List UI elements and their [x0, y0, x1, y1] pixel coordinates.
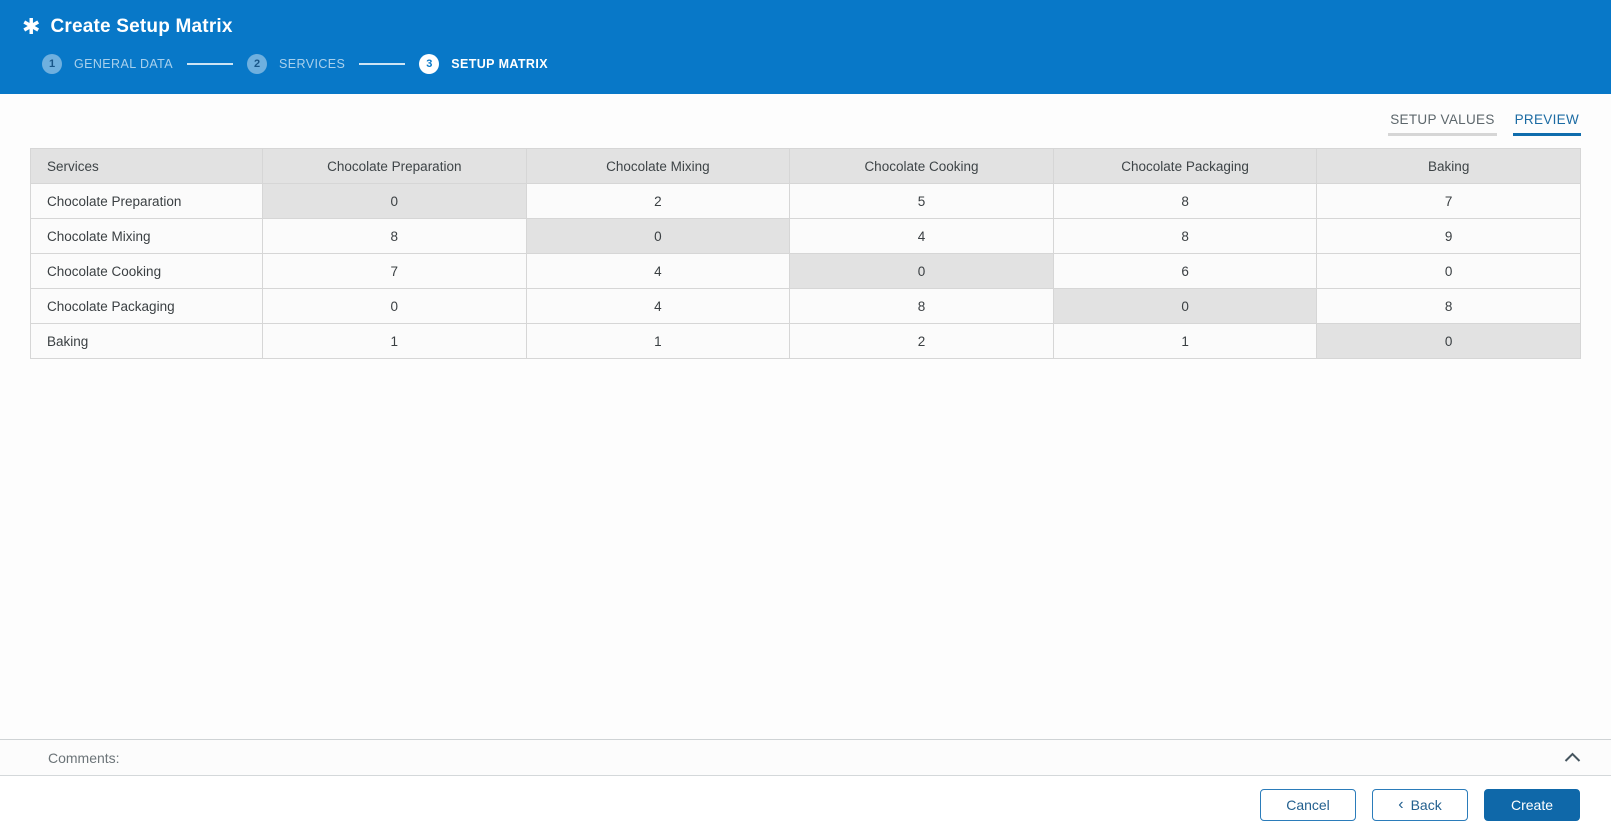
row-label: Chocolate Cooking — [30, 253, 263, 289]
wizard-steps: 1 GENERAL DATA 2 SERVICES 3 SETUP MATRIX — [42, 54, 1589, 74]
column-header: Chocolate Packaging — [1052, 148, 1318, 184]
column-header: Baking — [1316, 148, 1581, 184]
matrix-row: Baking 1 1 2 1 0 — [30, 323, 1581, 359]
matrix-cell: 7 — [1316, 183, 1581, 219]
page-title: Create Setup Matrix — [50, 16, 233, 37]
step-2-circle: 2 — [247, 54, 268, 74]
step-3-label: SETUP MATRIX — [451, 57, 548, 71]
tab-preview[interactable]: PREVIEW — [1512, 108, 1581, 136]
step-connector — [359, 63, 406, 65]
matrix-cell: 2 — [789, 323, 1054, 359]
step-3-circle: 3 — [419, 54, 440, 74]
row-label: Baking — [30, 323, 263, 359]
services-column-header: Services — [30, 148, 263, 184]
matrix-cell: 8 — [1052, 218, 1318, 254]
column-header: Chocolate Preparation — [262, 148, 527, 184]
matrix-cell: 0 — [1316, 323, 1581, 359]
title-row: ✱ Create Setup Matrix — [22, 10, 1589, 44]
setup-matrix-icon: ✱ — [22, 14, 41, 39]
collapse-comments-icon[interactable] — [1564, 752, 1581, 763]
step-general-data[interactable]: 1 GENERAL DATA — [42, 54, 173, 74]
matrix-cell: 8 — [1316, 288, 1581, 324]
matrix-cell: 0 — [789, 253, 1054, 289]
create-button[interactable]: Create — [1484, 789, 1580, 821]
view-tabs: SETUP VALUES PREVIEW — [0, 94, 1611, 136]
comments-panel: Comments: — [0, 739, 1611, 775]
row-label: Chocolate Packaging — [30, 288, 263, 324]
setup-matrix-table: Services Chocolate Preparation Chocolate M… — [30, 148, 1581, 359]
step-2-label: SERVICES — [279, 57, 346, 71]
empty-space — [0, 359, 1611, 739]
matrix-row: Chocolate Mixing 8 0 4 8 9 — [30, 218, 1581, 254]
matrix-cell: 8 — [262, 218, 527, 254]
footer-actions: Cancel ‹ Back Create — [0, 775, 1611, 834]
back-button-label: Back — [1410, 797, 1442, 813]
step-services[interactable]: 2 SERVICES — [247, 54, 345, 74]
matrix-cell: 7 — [262, 253, 527, 289]
matrix-table-container: Services Chocolate Preparation Chocolate M… — [0, 136, 1611, 359]
comments-label: Comments: — [48, 749, 120, 766]
content-area: SETUP VALUES PREVIEW Services Chocolate P… — [0, 94, 1611, 739]
step-connector — [187, 63, 234, 65]
matrix-cell: 0 — [1052, 288, 1318, 324]
column-header: Chocolate Mixing — [525, 148, 791, 184]
step-1-circle: 1 — [42, 54, 62, 74]
matrix-cell: 1 — [1052, 323, 1318, 359]
step-1-label: GENERAL DATA — [74, 57, 174, 71]
matrix-row: Chocolate Packaging 0 4 8 0 8 — [30, 288, 1581, 324]
matrix-cell: 4 — [525, 253, 791, 289]
matrix-header-row: Services Chocolate Preparation Chocolate M… — [30, 148, 1581, 184]
matrix-cell: 8 — [789, 288, 1054, 324]
matrix-cell: 4 — [525, 288, 791, 324]
tab-setup-values[interactable]: SETUP VALUES — [1388, 108, 1497, 136]
wizard-header: ✱ Create Setup Matrix 1 GENERAL DATA 2 S… — [0, 0, 1611, 94]
matrix-cell: 0 — [262, 183, 527, 219]
matrix-cell: 8 — [1052, 183, 1318, 219]
matrix-cell: 1 — [262, 323, 527, 359]
matrix-row: Chocolate Cooking 7 4 0 6 0 — [30, 253, 1581, 289]
matrix-cell: 0 — [262, 288, 527, 324]
chevron-left-icon: ‹ — [1398, 795, 1404, 813]
matrix-cell: 1 — [525, 323, 791, 359]
matrix-cell: 4 — [789, 218, 1054, 254]
step-setup-matrix[interactable]: 3 SETUP MATRIX — [419, 54, 548, 74]
matrix-cell: 6 — [1052, 253, 1318, 289]
matrix-cell: 2 — [525, 183, 791, 219]
row-label: Chocolate Mixing — [30, 218, 263, 254]
row-label: Chocolate Preparation — [30, 183, 263, 219]
back-button[interactable]: ‹ Back — [1372, 789, 1468, 821]
cancel-button[interactable]: Cancel — [1260, 789, 1356, 821]
column-header: Chocolate Cooking — [789, 148, 1054, 184]
matrix-cell: 5 — [789, 183, 1054, 219]
matrix-row: Chocolate Preparation 0 2 5 8 7 — [30, 183, 1581, 219]
matrix-cell: 0 — [1316, 253, 1581, 289]
matrix-cell: 9 — [1316, 218, 1581, 254]
matrix-cell: 0 — [525, 218, 791, 254]
